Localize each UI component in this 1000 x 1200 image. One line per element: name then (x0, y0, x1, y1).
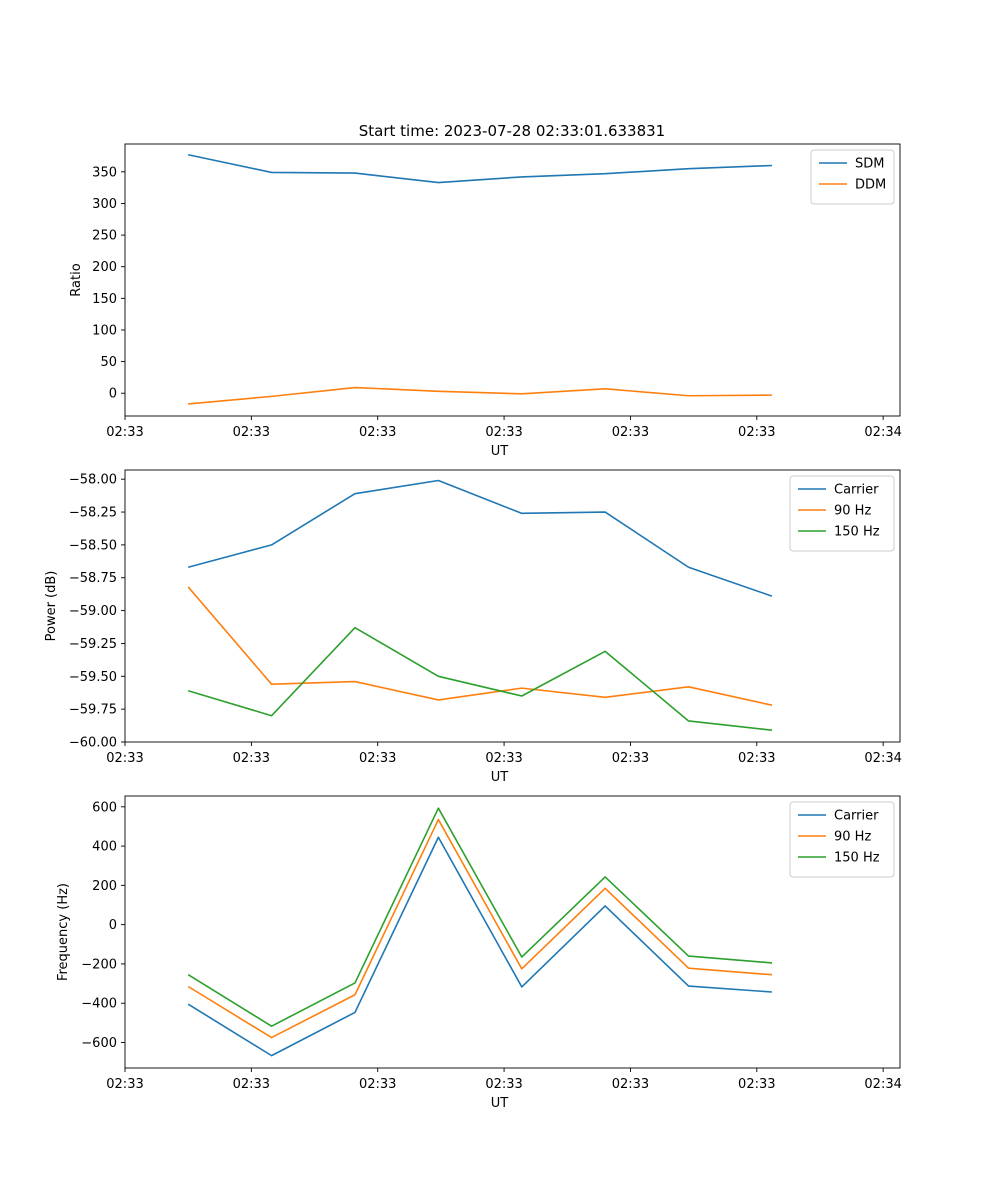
axes-frame (124, 469, 901, 743)
x-tick-label: 02:33 (738, 751, 775, 766)
legend-entry-label: 150 Hz (834, 851, 880, 866)
y-axis-label: Ratio (69, 263, 84, 296)
x-tick-label: 02:34 (864, 425, 901, 440)
legend-entry-label: Carrier (834, 809, 879, 824)
y-tick-label: −59.75 (69, 703, 117, 718)
x-tick-label: 02:33 (738, 1077, 775, 1092)
x-axis-label: UT (491, 770, 509, 785)
axes-frame (124, 143, 901, 417)
y-tick-label: 50 (100, 355, 117, 370)
series-line-90-hz (187, 818, 773, 1039)
x-tick-label: 02:33 (106, 425, 143, 440)
y-tick-label: −59.00 (69, 604, 117, 619)
series-line-150-hz (187, 626, 773, 731)
x-tick-label: 02:33 (485, 425, 522, 440)
x-tick-label: 02:33 (485, 1077, 522, 1092)
x-tick-label: 02:33 (612, 425, 649, 440)
y-tick-label: 600 (92, 800, 117, 815)
legend-box (789, 801, 895, 878)
y-axis-label: Frequency (Hz) (56, 883, 71, 981)
series-line-150-hz (187, 807, 773, 1027)
y-tick-label: −600 (81, 1036, 117, 1051)
x-tick-label: 02:33 (106, 1077, 143, 1092)
y-tick-label: −400 (81, 997, 117, 1012)
y-tick-label: 150 (92, 292, 117, 307)
y-tick-label: −58.00 (69, 473, 117, 488)
x-tick-label: 02:34 (864, 751, 901, 766)
x-tick-label: 02:33 (612, 751, 649, 766)
ratio-panel: 02:33 02:33 02:33 02:33 02:33 02:33 02:34 0 50 10… (69, 143, 902, 459)
legend-entry-label: 90 Hz (834, 504, 871, 519)
y-axis-label: Power (dB) (44, 571, 59, 642)
x-axis-label: UT (491, 1096, 509, 1111)
y-tick-label: −60.00 (69, 736, 117, 751)
y-tick-label: 200 (92, 879, 117, 894)
frequency-panel: 02:33 02:33 02:33 02:33 02:33 02:33 02:34 −600 −… (56, 795, 902, 1111)
series-line-carrier (187, 836, 773, 1057)
legend-entry-label: 150 Hz (834, 525, 880, 540)
y-tick-label: 100 (92, 323, 117, 338)
x-axis-label: UT (491, 444, 509, 459)
power-panel: 02:33 02:33 02:33 02:33 02:33 02:33 02:34 −60.0… (44, 469, 902, 785)
y-tick-label: −59.50 (69, 670, 117, 685)
x-tick-label: 02:34 (864, 1077, 901, 1092)
y-tick-label: 300 (92, 197, 117, 212)
series-line-carrier (187, 479, 773, 597)
legend: Carrier 90 Hz 150 Hz (789, 801, 895, 878)
legend-entry-label: SDM (855, 157, 884, 172)
y-tick-label: 250 (92, 229, 117, 244)
x-tick-label: 02:33 (359, 425, 396, 440)
x-tick-label: 02:33 (233, 425, 270, 440)
series-line-sdm (188, 153, 772, 184)
legend-entry-label: DDM (855, 178, 886, 193)
legend-box (789, 475, 895, 552)
figure-title: Start time: 2023-07-28 02:33:01.633831 (359, 122, 665, 140)
y-tick-label: 0 (109, 387, 117, 402)
x-tick-label: 02:33 (359, 1077, 396, 1092)
x-tick-label: 02:33 (106, 751, 143, 766)
y-tick-label: 0 (109, 918, 117, 933)
x-tick-label: 02:33 (233, 1077, 270, 1092)
legend-entry-label: Carrier (834, 483, 879, 498)
y-tick-label: 200 (92, 260, 117, 275)
y-tick-label: −200 (81, 957, 117, 972)
y-tick-label: −59.25 (69, 637, 117, 652)
y-tick-label: −58.50 (69, 538, 117, 553)
y-tick-label: 400 (92, 840, 117, 855)
x-tick-label: 02:33 (738, 425, 775, 440)
legend: Carrier 90 Hz 150 Hz (789, 475, 895, 552)
series-line-ddm (188, 386, 772, 405)
x-tick-label: 02:33 (612, 1077, 649, 1092)
series-line-90-hz (187, 586, 773, 706)
y-tick-label: −58.25 (69, 506, 117, 521)
x-tick-label: 02:33 (359, 751, 396, 766)
legend-entry-label: 90 Hz (834, 830, 871, 845)
legend: SDM DDM (810, 149, 895, 205)
axes-frame (124, 795, 901, 1069)
y-tick-label: 350 (92, 165, 117, 180)
x-tick-label: 02:33 (233, 751, 270, 766)
y-tick-label: −58.75 (69, 571, 117, 586)
x-tick-label: 02:33 (485, 751, 522, 766)
